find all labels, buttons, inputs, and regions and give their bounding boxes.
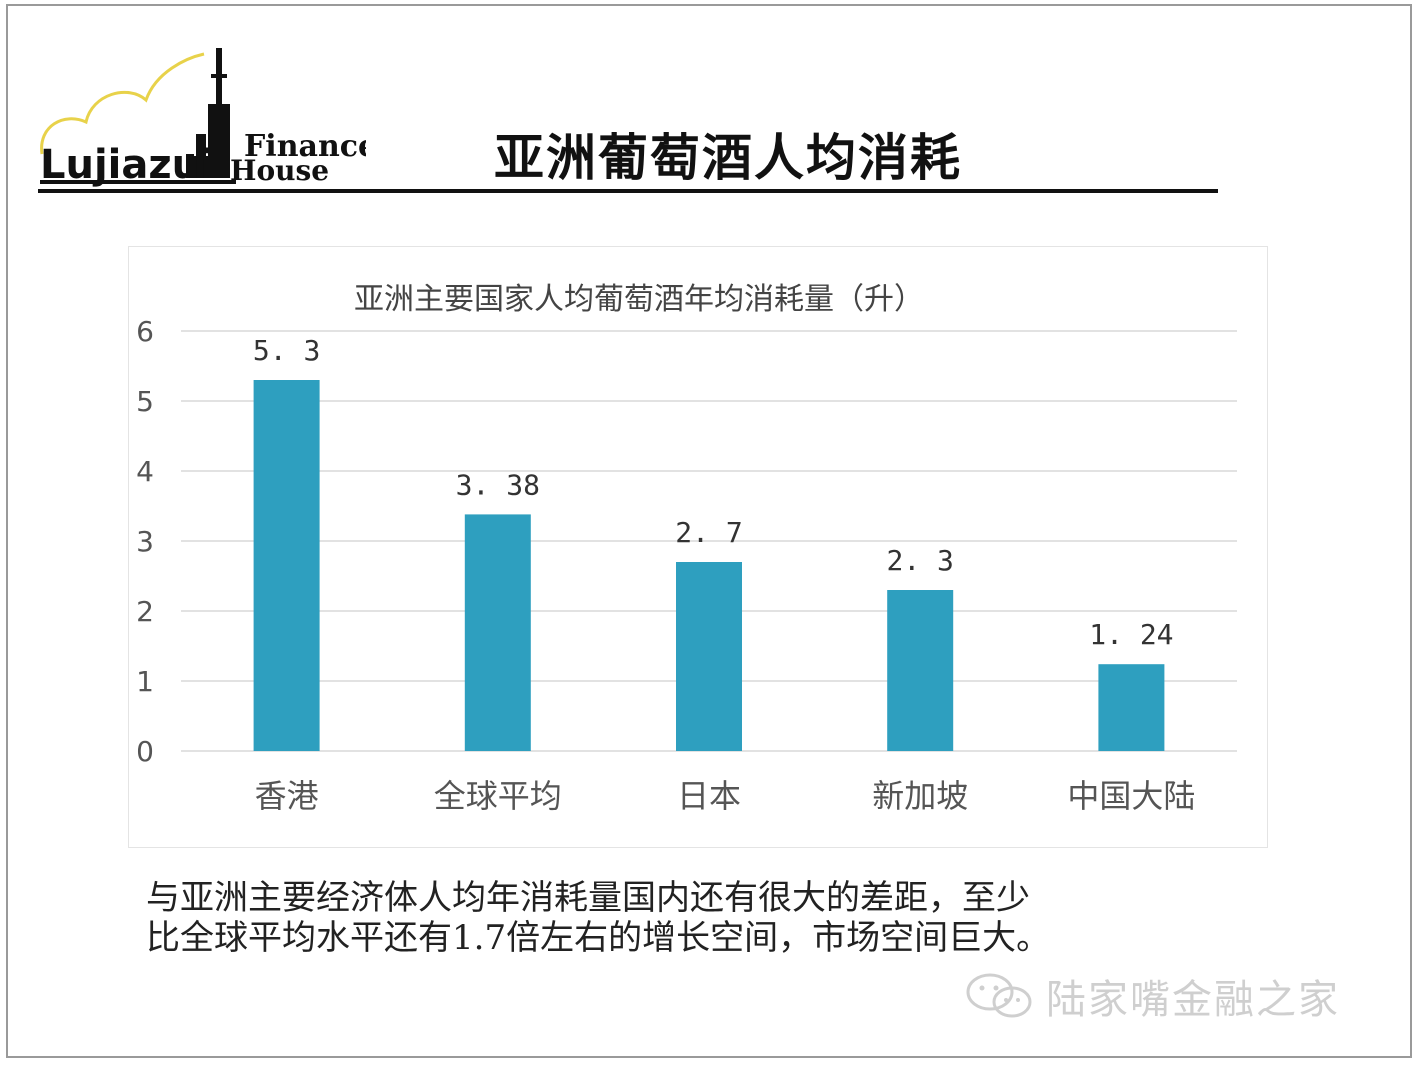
y-tick-label: 4: [136, 455, 154, 488]
x-category-label: 香港: [255, 777, 319, 815]
slide-title: 亚洲葡萄酒人均消耗: [494, 129, 962, 187]
bar-4: [1098, 664, 1165, 751]
y-tick-label: 2: [136, 595, 154, 628]
company-logo: Lujiazui Finance House: [40, 48, 366, 188]
watermark: 陆家嘴金融之家: [964, 968, 1340, 1024]
slide: Lujiazui Finance House 亚洲葡萄酒人均消耗 亚洲主要国家人…: [6, 4, 1412, 1058]
chart-title: 亚洲主要国家人均葡萄酒年均消耗量（升）: [354, 282, 924, 317]
x-axis-labels: 香港 全球平均 日本 新加坡 中国大陆: [255, 777, 1196, 815]
y-tick-label: 0: [136, 735, 154, 768]
bar-3: [887, 590, 954, 751]
data-labels: 5. 3 3. 38 2. 7 2. 3 1. 24: [253, 334, 1174, 651]
bar-2: [676, 562, 742, 751]
note-line-1: 与亚洲主要经济体人均年消耗量国内还有很大的差距，至少: [146, 878, 1030, 918]
title-rule: [38, 189, 1218, 193]
svg-text:House: House: [230, 154, 329, 187]
y-tick-label: 3: [136, 525, 154, 558]
chart-panel: 亚洲主要国家人均葡萄酒年均消耗量（升） 0 1 2 3 4 5 6 5. 3 3. 38 2. …: [128, 246, 1268, 848]
svg-text:Finance: Finance: [244, 129, 366, 164]
data-label: 2. 3: [886, 544, 953, 577]
wechat-icon: [966, 973, 1032, 1018]
y-tick-label: 5: [136, 385, 154, 418]
note-line-2: 比全球平均水平还有1.7倍左右的增长空间，市场空间巨大。: [146, 918, 1051, 958]
data-label: 3. 38: [456, 468, 540, 501]
watermark-text: 陆家嘴金融之家: [1046, 977, 1340, 1023]
data-label: 1. 24: [1089, 618, 1173, 651]
y-tick-label: 1: [136, 665, 154, 698]
y-tick-label: 6: [136, 315, 154, 348]
data-label: 5. 3: [253, 334, 320, 367]
analysis-note: 与亚洲主要经济体人均年消耗量国内还有很大的差距，至少 比全球平均水平还有1.7倍…: [146, 878, 1206, 958]
bar-chart: 亚洲主要国家人均葡萄酒年均消耗量（升） 0 1 2 3 4 5 6 5. 3 3. 38 2. …: [136, 282, 1237, 815]
bar-0: [253, 380, 320, 751]
x-category-label: 日本: [677, 777, 741, 815]
x-category-label: 全球平均: [434, 777, 562, 815]
bar-1: [464, 514, 531, 751]
y-axis-ticks: 0 1 2 3 4 5 6: [136, 315, 154, 768]
chart-bars: [253, 380, 1165, 751]
data-label: 2. 7: [675, 516, 742, 549]
x-category-label: 中国大陆: [1067, 777, 1195, 815]
x-category-label: 新加坡: [872, 777, 968, 815]
